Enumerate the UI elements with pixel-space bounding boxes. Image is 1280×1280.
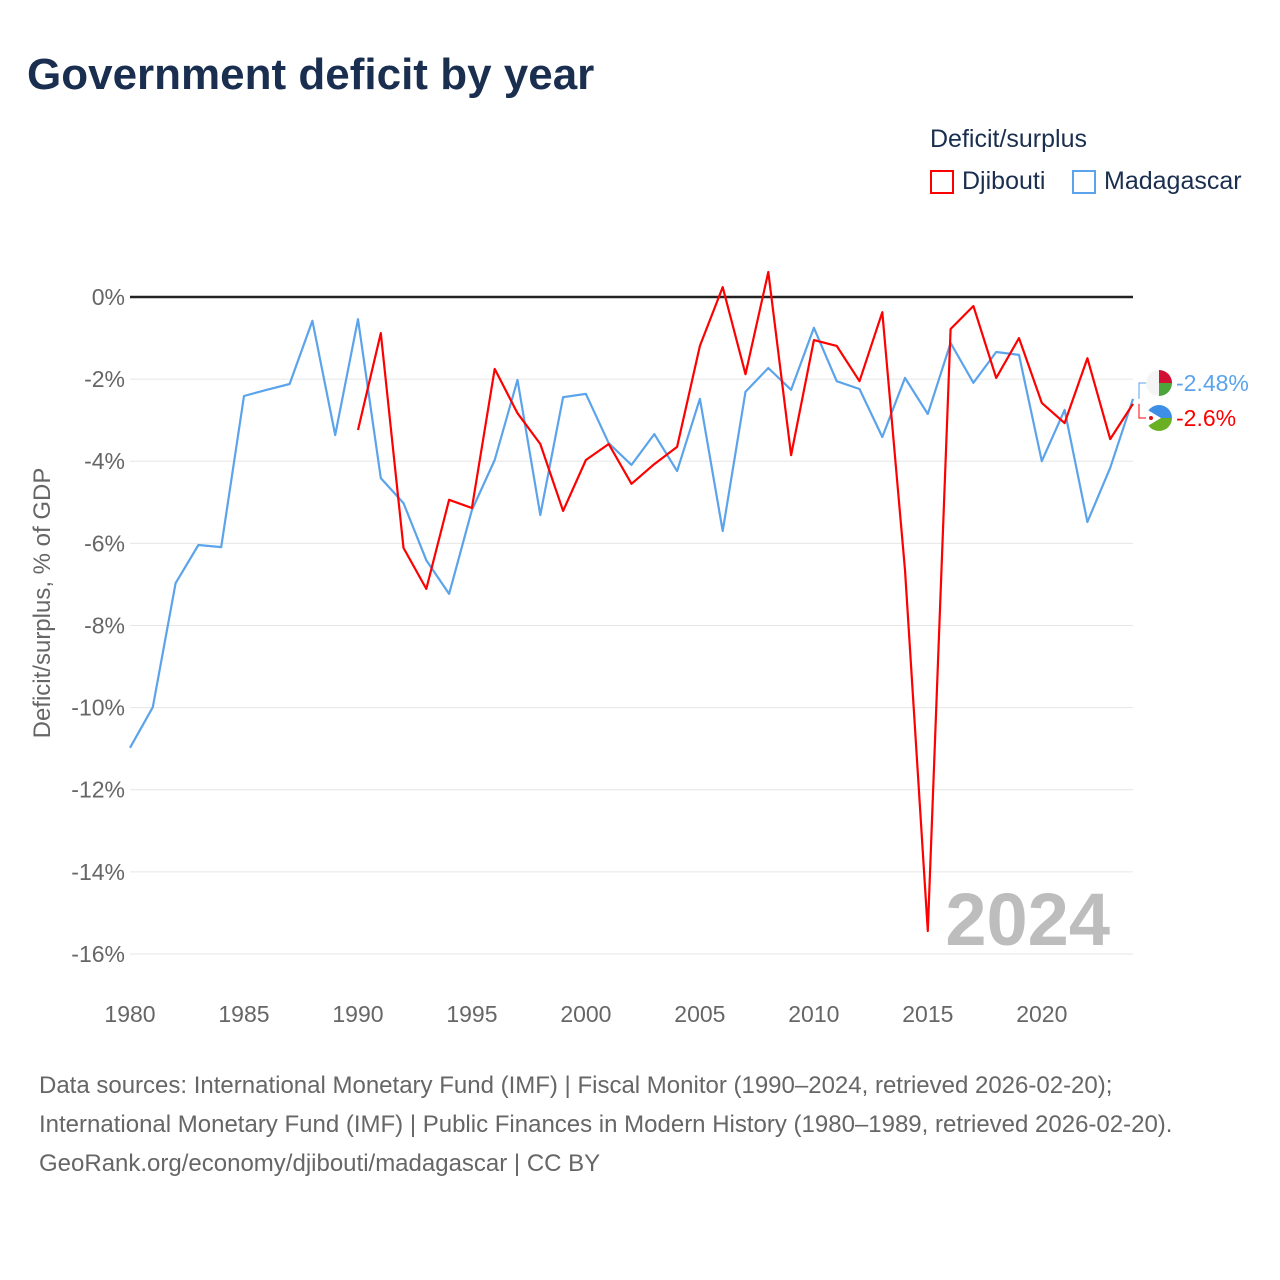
flag-madagascar-icon (1146, 370, 1159, 396)
data-sources: Data sources: International Monetary Fun… (39, 1072, 1173, 1138)
series-line-djibouti (356, 270, 1134, 933)
x-tick-label: 2020 (1016, 1001, 1067, 1027)
legend-item-djibouti[interactable]: Djibouti (930, 167, 1045, 196)
y-tick-label: -2% (84, 366, 125, 392)
credit-link[interactable]: GeoRank.org/economy/djibouti/madagascar … (39, 1150, 601, 1177)
legend-label-djibouti: Djibouti (962, 167, 1046, 195)
x-tick-label: 2005 (674, 1001, 725, 1027)
x-tick-label: 1995 (446, 1001, 497, 1027)
x-tick-label: 1980 (104, 1001, 155, 1027)
y-tick-label: -8% (84, 612, 125, 638)
y-tick-label: -16% (71, 941, 125, 967)
y-tick-label: -14% (71, 859, 125, 885)
end-value: -2.48% (1176, 370, 1249, 396)
x-tick-label: 2015 (902, 1001, 953, 1027)
end-label-djibouti: -2.6% (1138, 403, 1236, 431)
flag-star-icon (1149, 416, 1153, 420)
y-axis-label: Deficit/surplus, % of GDP (29, 468, 56, 739)
y-tick-label: -10% (71, 695, 125, 721)
year-watermark: 2024 (945, 878, 1110, 961)
x-tick-label: 2010 (788, 1001, 839, 1027)
chart-title: Government deficit by year (27, 50, 595, 99)
x-tick-label: 1990 (332, 1001, 383, 1027)
legend-title: Deficit/surplus (930, 125, 1087, 153)
leader-line (1138, 403, 1147, 419)
y-tick-label: -4% (84, 448, 125, 474)
footer: Data sources: International Monetary Fun… (39, 1066, 1239, 1183)
end-label-madagascar: -2.48% (1138, 370, 1249, 399)
x-tick-label: 2000 (560, 1001, 611, 1027)
leader-line (1138, 382, 1147, 399)
flag-part (1146, 409, 1161, 427)
legend-swatch-djibouti (930, 169, 954, 194)
legend-swatch-madagascar (1072, 169, 1096, 194)
x-tick-label: 1985 (218, 1001, 269, 1027)
flag-part (1159, 370, 1172, 383)
flag-part (1159, 383, 1172, 396)
y-tick-label: 0% (92, 284, 125, 310)
legend-item-madagascar[interactable]: Madagascar (1072, 167, 1242, 196)
y-tick-label: -6% (84, 530, 125, 556)
series-line-madagascar (129, 318, 1135, 749)
legend-label-madagascar: Madagascar (1104, 167, 1242, 195)
y-tick-label: -12% (71, 777, 125, 803)
end-value: -2.6% (1176, 405, 1236, 431)
